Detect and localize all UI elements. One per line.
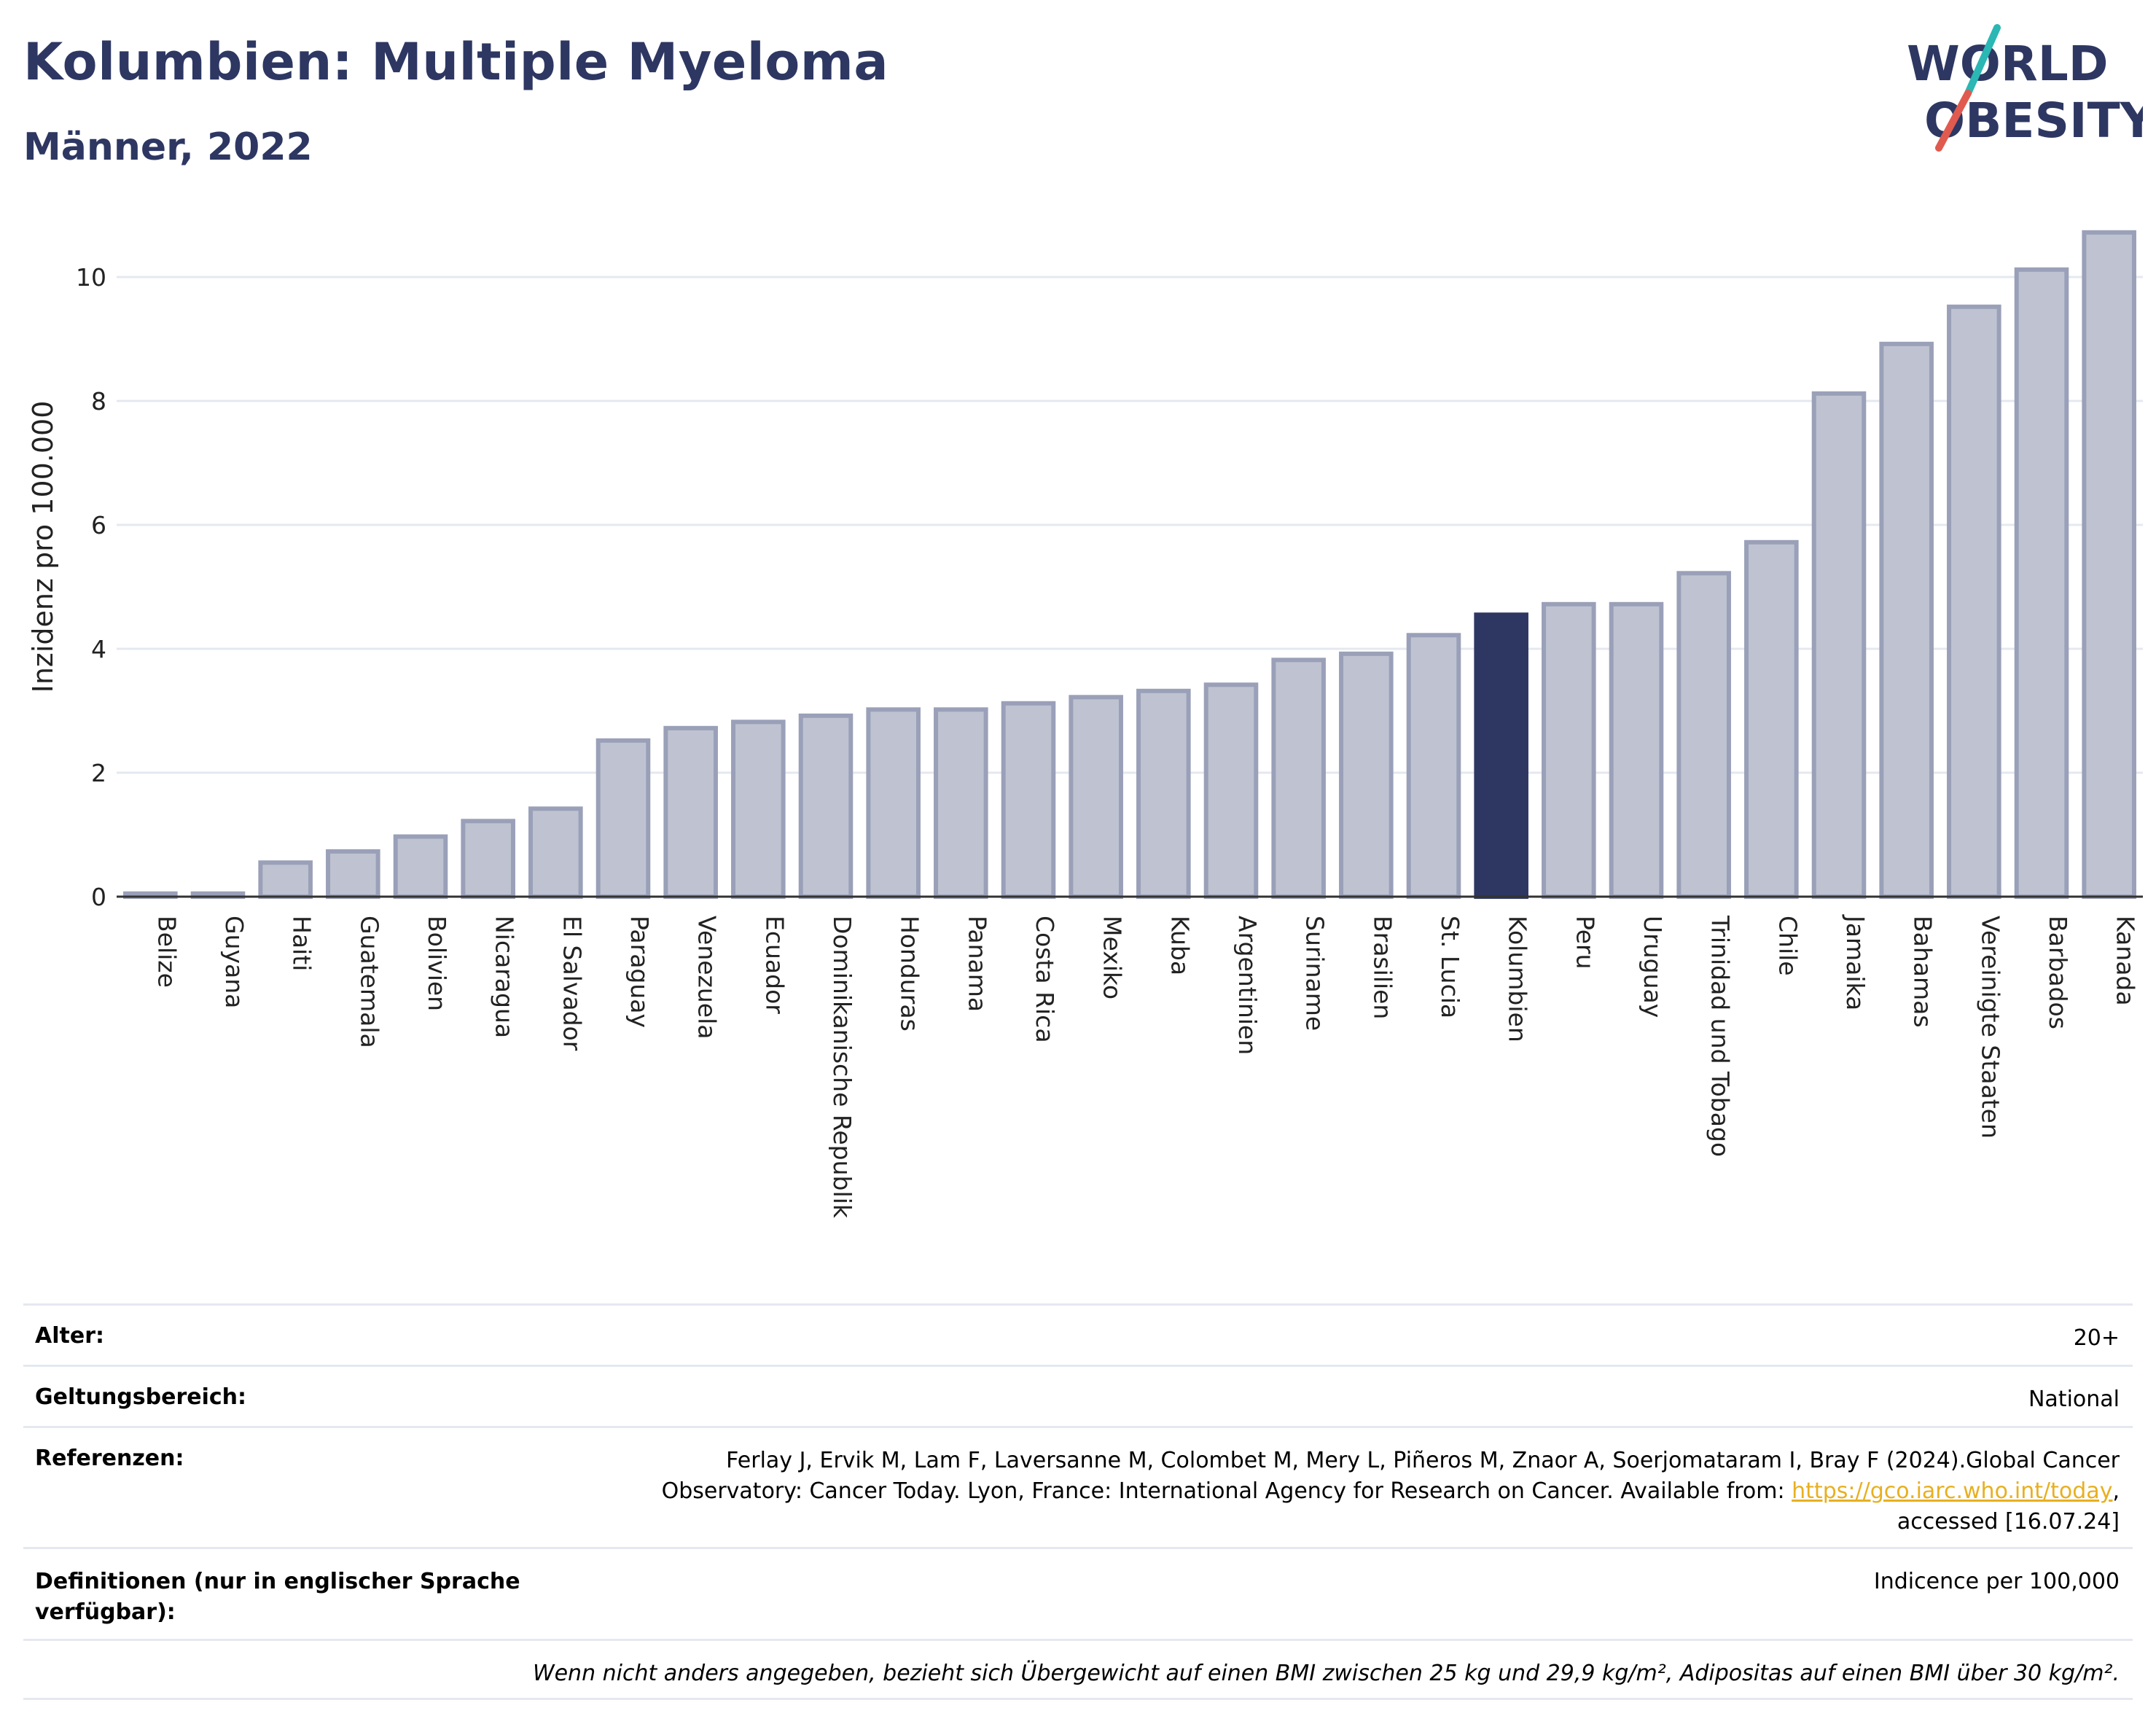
references-line2-end: , [2112, 1478, 2120, 1504]
x-tick-label: Costa Rica [1031, 916, 1059, 1043]
definitions-label: Definitionen (nur in englischer Sprache … [35, 1569, 520, 1625]
bar-chart: 0 2 4 6 8 10 Belize Guyana Haiti Guatemala Bolivie… [27, 230, 2143, 1219]
logo-accent-teal [1964, 24, 2001, 97]
y-tick-label: 6 [91, 511, 106, 539]
logo-line1: WORLD [1907, 36, 2109, 92]
x-tick-label: Barbados [2044, 916, 2072, 1029]
x-tick-label: Brasilien [1368, 916, 1397, 1019]
bar-layer [123, 230, 2136, 900]
bar [1339, 651, 1394, 899]
info-row-age: Alter: 20+ [23, 1303, 2133, 1365]
x-tick-label: Bahamas [1909, 916, 1937, 1028]
x-tick-label: Panama [963, 916, 991, 1012]
bar [2014, 267, 2069, 899]
bar [461, 819, 515, 900]
y-tick-label: 10 [76, 263, 106, 292]
bar [1744, 539, 1799, 899]
x-tick-label: El Salvador [558, 916, 586, 1051]
x-tick-label: Bolivien [423, 916, 451, 1011]
definitions-value: Indicence per 100,000 [1873, 1569, 2120, 1594]
bar [1811, 391, 1867, 899]
x-tick-label: Chile [1773, 916, 1802, 976]
x-tick-label: Vereinigte Staaten [1976, 916, 2004, 1139]
references-label: Referenzen: [35, 1446, 184, 1471]
bar [1069, 695, 1123, 899]
x-tick-label: Paraguay [625, 916, 654, 1028]
y-tick-label: 0 [91, 883, 106, 911]
x-tick-label: Nicaragua [491, 916, 519, 1038]
references-line1: Ferlay J, Ervik M, Lam F, Laversanne M, … [726, 1448, 2120, 1473]
bar [326, 849, 380, 899]
info-row-scope: Geltungsbereich: National [23, 1365, 2133, 1426]
info-row-references: Referenzen: Ferlay J, Ervik M, Lam F, La… [23, 1426, 2133, 1547]
references-line3: accessed [16.07.24] [1897, 1509, 2120, 1535]
bar [1136, 688, 1191, 899]
bar [595, 738, 651, 899]
x-tick-label: Guatemala [355, 916, 383, 1048]
label-layer: 0 2 4 6 8 10 Belize Guyana Haiti Guatemala Bolivie… [76, 263, 2140, 1219]
x-tick-label: Kolumbien [1504, 916, 1532, 1042]
x-tick-label: St. Lucia [1436, 916, 1464, 1018]
x-tick-label: Dominikanische Republik [828, 916, 856, 1219]
x-tick-label: Haiti [288, 916, 316, 971]
page-subtitle: Männer, 2022 [23, 125, 313, 169]
bar [934, 707, 988, 899]
x-tick-label: Kanada [2112, 916, 2140, 1006]
bar [1676, 571, 1731, 899]
bar [663, 725, 718, 899]
x-tick-label: Guyana [220, 916, 249, 1008]
bar [1406, 633, 1461, 899]
references-link[interactable]: https://gco.iarc.who.int/today [1792, 1478, 2113, 1504]
logo-accent-red [1935, 90, 1972, 152]
scope-label: Geltungsbereich: [35, 1384, 247, 1410]
age-label: Alter: [35, 1323, 104, 1349]
info-table: Alter: 20+ Geltungsbereich: National Ref… [23, 1303, 2133, 1700]
bar [258, 860, 313, 899]
bar [866, 707, 921, 899]
bar [1203, 682, 1259, 899]
y-tick-label: 4 [91, 635, 106, 663]
x-tick-label: Suriname [1301, 916, 1329, 1031]
x-tick-label: Uruguay [1639, 916, 1667, 1018]
bar [1879, 341, 1934, 899]
bar [1271, 658, 1326, 899]
references-line2: Observatory: Cancer Today. Lyon, France:… [661, 1478, 1792, 1504]
info-row-note: Wenn nicht anders angegeben, bezieht sic… [23, 1639, 2133, 1700]
bar [731, 720, 786, 899]
world-obesity-logo: WORLD OBESITY [1907, 24, 2143, 152]
footnote: Wenn nicht anders angegeben, bezieht sic… [532, 1661, 2120, 1686]
x-tick-label: Argentinien [1233, 916, 1262, 1055]
bar [393, 834, 448, 900]
x-tick-label: Peru [1571, 916, 1599, 970]
x-tick-label: Ecuador [760, 916, 789, 1014]
x-tick-label: Venezuela [693, 916, 722, 1039]
y-axis-label: Inzidenz pro 100.000 [27, 401, 59, 693]
x-tick-label: Mexiko [1098, 916, 1127, 999]
bar [1474, 612, 1528, 899]
x-tick-label: Jamaika [1841, 914, 1870, 1010]
bar [528, 806, 583, 900]
bar [798, 713, 854, 899]
grid-layer [117, 276, 2143, 774]
page-title: Kolumbien: Multiple Myeloma [23, 32, 889, 92]
y-tick-label: 8 [91, 387, 106, 416]
x-tick-label: Honduras [896, 916, 924, 1032]
bar [1001, 701, 1056, 899]
bar [1947, 304, 2001, 899]
scope-value: National [2028, 1387, 2120, 1412]
references-value: Ferlay J, Ervik M, Lam F, Laversanne M, … [662, 1446, 2120, 1547]
x-tick-label: Kuba [1165, 916, 1194, 975]
y-tick-label: 2 [91, 759, 106, 787]
bar [1609, 601, 1664, 899]
x-tick-label: Belize [152, 916, 181, 988]
bar [2082, 230, 2136, 899]
bar [1542, 601, 1596, 899]
info-row-definitions: Definitionen (nur in englischer Sprache … [23, 1547, 2133, 1639]
x-tick-label: Trinidad und Tobago [1706, 915, 1735, 1157]
age-value: 20+ [2073, 1325, 2120, 1351]
